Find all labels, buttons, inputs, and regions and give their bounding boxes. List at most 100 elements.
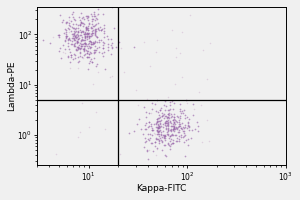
Point xyxy=(190,113,195,116)
Point xyxy=(174,140,179,143)
Point xyxy=(176,124,181,127)
Point xyxy=(76,40,80,44)
Point xyxy=(172,126,176,129)
Point xyxy=(176,139,181,143)
Point xyxy=(156,113,161,116)
Point xyxy=(66,55,70,58)
Point xyxy=(187,13,192,16)
Point xyxy=(72,29,76,32)
Point xyxy=(166,144,171,147)
Point xyxy=(166,141,170,144)
Point xyxy=(83,36,88,40)
Point xyxy=(102,29,106,32)
Point xyxy=(80,38,85,41)
Point xyxy=(177,137,182,141)
Point xyxy=(178,135,183,138)
Point xyxy=(68,60,72,63)
Point xyxy=(69,25,74,28)
Point xyxy=(159,132,164,135)
Point xyxy=(154,146,159,149)
Point xyxy=(84,48,89,51)
Point xyxy=(77,60,82,63)
Point xyxy=(171,125,176,128)
Point xyxy=(142,146,146,149)
Point xyxy=(76,66,81,69)
Point xyxy=(68,67,73,70)
Point xyxy=(102,31,107,34)
Point xyxy=(151,128,155,131)
Point xyxy=(157,122,162,125)
Point xyxy=(76,47,81,50)
Point xyxy=(162,153,167,157)
Point xyxy=(181,134,186,138)
Point xyxy=(166,95,170,99)
Point xyxy=(57,34,62,37)
Point xyxy=(146,125,151,128)
Point xyxy=(157,124,161,127)
Point xyxy=(169,138,174,141)
Point xyxy=(74,22,79,25)
Point xyxy=(76,30,80,34)
Point xyxy=(195,125,200,128)
Point xyxy=(82,44,87,47)
Point xyxy=(183,138,188,141)
Point xyxy=(183,116,188,119)
Point xyxy=(83,27,88,30)
Point xyxy=(68,38,73,41)
Point xyxy=(167,137,171,140)
Point xyxy=(170,114,175,117)
Point xyxy=(77,130,82,134)
Point xyxy=(82,35,87,38)
Point xyxy=(180,109,184,113)
Point xyxy=(82,34,87,37)
Point xyxy=(167,101,172,104)
Point xyxy=(149,142,154,145)
Point xyxy=(182,108,186,112)
Point xyxy=(83,42,88,46)
Point xyxy=(156,137,161,140)
Point xyxy=(168,135,172,138)
Point xyxy=(178,111,183,114)
Point xyxy=(92,12,96,16)
Point xyxy=(160,139,164,142)
Point xyxy=(98,29,103,32)
Point xyxy=(171,120,176,123)
Point xyxy=(170,141,175,145)
Point xyxy=(95,14,100,17)
Point xyxy=(201,49,206,52)
Point xyxy=(95,27,100,30)
Point xyxy=(80,44,84,47)
Point xyxy=(171,122,176,126)
Point xyxy=(182,126,186,129)
Point xyxy=(79,20,84,23)
Point xyxy=(86,19,91,22)
Point xyxy=(56,34,61,37)
Point xyxy=(166,127,171,130)
Point xyxy=(183,134,188,137)
Point xyxy=(82,23,86,26)
Point xyxy=(169,141,174,144)
Point xyxy=(91,10,96,13)
Point xyxy=(156,117,161,120)
Point xyxy=(144,116,148,119)
Point xyxy=(168,128,173,131)
Point xyxy=(50,35,55,38)
Point xyxy=(109,6,114,9)
Point xyxy=(172,125,177,129)
Point xyxy=(160,148,164,151)
Point xyxy=(156,139,161,143)
Point xyxy=(86,24,91,27)
Point xyxy=(81,24,85,28)
Point xyxy=(172,122,177,125)
Point xyxy=(90,32,94,35)
Point xyxy=(126,131,131,135)
Point xyxy=(149,124,154,128)
Point xyxy=(180,30,185,33)
Point xyxy=(85,67,90,70)
Point xyxy=(143,127,148,130)
Point xyxy=(162,121,167,124)
Point xyxy=(79,44,83,47)
Point xyxy=(102,35,107,39)
Point xyxy=(82,54,86,57)
Point xyxy=(85,51,90,54)
